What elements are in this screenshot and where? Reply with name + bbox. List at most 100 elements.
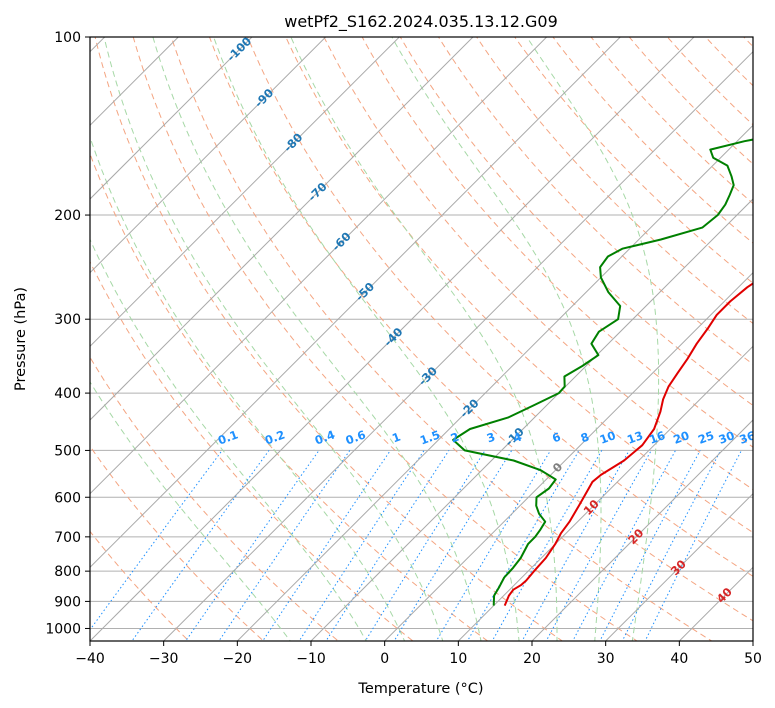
x-tick-label: 10 bbox=[449, 651, 467, 667]
mixing-ratio-label: 0.4 bbox=[313, 427, 337, 447]
x-axis-title: Temperature (°C) bbox=[357, 681, 483, 697]
x-tick-label: −10 bbox=[296, 651, 326, 667]
chart-title: wetPf2_S162.2024.035.13.12.G09 bbox=[284, 12, 558, 32]
isotherm bbox=[90, 37, 622, 569]
moist-adiabat bbox=[290, 37, 558, 641]
mixing-ratio-label: 0.2 bbox=[263, 427, 287, 447]
x-tick-label: −40 bbox=[75, 651, 105, 667]
y-tick-label: 600 bbox=[54, 490, 81, 506]
mixing-ratio-line bbox=[644, 450, 742, 641]
x-tick-label: 40 bbox=[670, 651, 688, 667]
isotherm bbox=[90, 37, 253, 200]
y-tick-label: 400 bbox=[54, 386, 81, 402]
y-tick-label: 500 bbox=[54, 443, 81, 459]
mixing-ratio-line bbox=[218, 450, 351, 641]
x-tick-label: 20 bbox=[523, 651, 541, 667]
mixing-ratio-label: 0.6 bbox=[344, 427, 368, 447]
x-tick-label: 30 bbox=[597, 651, 615, 667]
dry-adiabat bbox=[90, 356, 340, 641]
mixing-ratio-label: 16 bbox=[647, 428, 667, 447]
dry-adiabat bbox=[552, 37, 753, 244]
mixing-ratio-line bbox=[491, 450, 603, 641]
mixing-ratio-line bbox=[262, 450, 391, 641]
mixing-ratio-label: 20 bbox=[671, 428, 691, 447]
dry-adiabat bbox=[285, 37, 753, 534]
mixing-ratio-label: 30 bbox=[717, 428, 737, 447]
moist-adiabat bbox=[90, 238, 367, 641]
mixing-ratio-line bbox=[90, 450, 223, 631]
dewpoint-profile bbox=[452, 138, 753, 606]
dry-adiabat bbox=[170, 37, 713, 641]
temperature-profile bbox=[503, 282, 753, 606]
dry-adiabat bbox=[361, 37, 753, 448]
dry-adiabat bbox=[90, 260, 414, 641]
mixing-ratio-line bbox=[521, 450, 630, 641]
isotherm bbox=[604, 492, 753, 641]
x-tick-label: −30 bbox=[149, 651, 179, 667]
y-tick-label: 900 bbox=[54, 594, 81, 610]
isotherm bbox=[310, 198, 753, 641]
moist-adiabat bbox=[213, 37, 520, 641]
mixing-ratio-label: 1.5 bbox=[418, 427, 442, 447]
isotherm bbox=[90, 37, 474, 421]
moist-adiabat bbox=[103, 37, 444, 641]
dry-adiabat bbox=[132, 37, 638, 641]
y-tick-label: 200 bbox=[54, 208, 81, 224]
dry-adiabat bbox=[247, 37, 753, 577]
isotherm bbox=[90, 37, 548, 495]
x-tick-label: −20 bbox=[223, 651, 253, 667]
moist-adiabat bbox=[391, 37, 602, 641]
y-axis-ticks: 100 200 300 400 500 600 700 800 900 1000 bbox=[45, 30, 90, 637]
dry-adiabat bbox=[399, 37, 753, 407]
isotherms bbox=[90, 37, 753, 641]
isotherm bbox=[383, 271, 753, 641]
mixing-ratio-label: 25 bbox=[696, 428, 716, 447]
x-tick-label: 50 bbox=[744, 651, 762, 667]
plot-area: -100-90-80-70-60-50-40-30-20-10010203040… bbox=[90, 37, 757, 641]
mixing-ratio-label: 13 bbox=[625, 428, 645, 447]
isotherm bbox=[90, 37, 327, 274]
moist-adiabat bbox=[152, 37, 482, 641]
mixing-ratio-line bbox=[466, 450, 580, 641]
x-tick-label: 0 bbox=[380, 651, 389, 667]
mixing-ratio-line bbox=[131, 450, 270, 641]
mixing-ratio-line bbox=[185, 450, 320, 641]
moist-adiabat bbox=[90, 135, 406, 641]
dry-adiabat bbox=[323, 37, 753, 491]
moist-adiabat bbox=[526, 37, 660, 641]
mixing-ratio-label: 36 bbox=[737, 428, 757, 447]
mixing-ratio-line bbox=[621, 450, 722, 641]
isotherm bbox=[457, 345, 753, 641]
y-tick-label: 700 bbox=[54, 530, 81, 546]
mixing-ratio-label: 10 bbox=[598, 428, 618, 447]
isotherm bbox=[531, 419, 753, 641]
plot-frame bbox=[89, 36, 754, 642]
y-axis-title: Pressure (hPa) bbox=[13, 287, 29, 391]
isotherm bbox=[236, 124, 753, 641]
dry-adiabat bbox=[90, 530, 190, 641]
mixing-ratio-line bbox=[298, 450, 425, 641]
y-tick-label: 300 bbox=[54, 312, 81, 328]
isotherm bbox=[90, 37, 695, 641]
moist-adiabats bbox=[90, 37, 660, 641]
y-tick-label: 800 bbox=[54, 564, 81, 580]
mixing-ratio-line bbox=[435, 450, 552, 641]
mixing-ratio-label: 0.1 bbox=[216, 427, 240, 447]
isotherm bbox=[162, 50, 753, 641]
mixing-ratio-line bbox=[545, 450, 652, 641]
mixing-ratio-line bbox=[325, 450, 450, 641]
sounding-series bbox=[452, 138, 753, 606]
dry-adiabat bbox=[514, 37, 753, 284]
y-tick-label: 100 bbox=[54, 30, 81, 46]
moist-adiabat bbox=[90, 380, 291, 641]
dry-adiabats bbox=[90, 37, 753, 641]
y-tick-label: 1000 bbox=[45, 621, 81, 637]
mixing-ratio-lines bbox=[90, 450, 742, 641]
x-axis-ticks: −40 −30 −20 −10 0 10 20 30 40 50 bbox=[75, 641, 762, 667]
dry-adiabat bbox=[94, 37, 564, 641]
dry-adiabat bbox=[208, 37, 753, 622]
isotherm bbox=[90, 37, 401, 348]
dry-adiabat bbox=[590, 37, 753, 205]
